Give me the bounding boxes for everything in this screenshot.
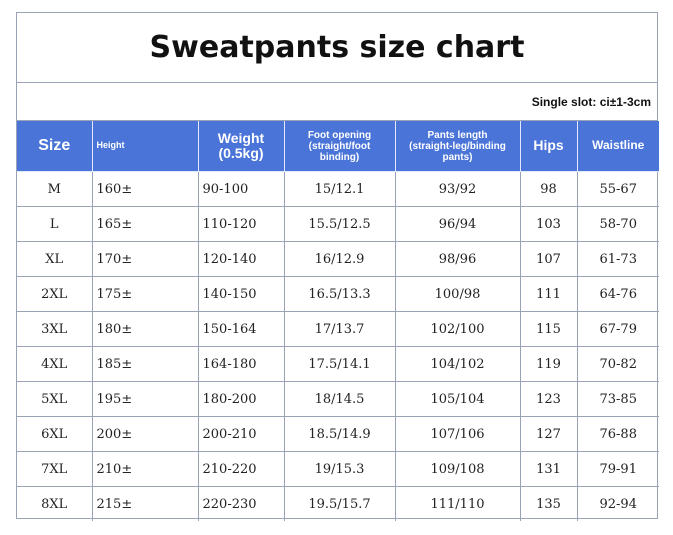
table-row: XL 170± 120-140 16/12.9 98/96 107 61-73: [17, 241, 659, 277]
table-row: L 165± 110-120 15.5/12.5 96/94 103 58-70: [17, 206, 659, 242]
table-row: 5XL 195± 180-200 18/14.5 105/104 123 73-85: [17, 381, 659, 417]
cell-pants-length: 105/104: [394, 381, 521, 417]
header-weight: Weight (0.5kg): [197, 121, 285, 172]
cell-waistline: 64-76: [576, 276, 659, 312]
cell-waistline: 92-94: [576, 486, 659, 521]
size-table: Size Height Weight (0.5kg) Foot opening …: [17, 121, 659, 521]
cell-height: 215±: [91, 486, 199, 521]
cell-foot-opening: 17.5/14.1: [283, 346, 396, 382]
tolerance-note: Single slot: ci±1-3cm: [17, 83, 657, 121]
cell-hips: 135: [519, 486, 578, 521]
chart-title: Sweatpants size chart: [17, 13, 657, 83]
cell-weight: 150-164: [197, 311, 285, 347]
cell-waistline: 79-91: [576, 451, 659, 487]
header-waistline: Waistline: [576, 121, 659, 172]
cell-size: 4XL: [17, 346, 93, 382]
table-row: 6XL 200± 200-210 18.5/14.9 107/106 127 76-88: [17, 416, 659, 452]
cell-foot-opening: 16.5/13.3: [283, 276, 396, 312]
cell-foot-opening: 19.5/15.7: [283, 486, 396, 521]
size-chart: Sweatpants size chart Single slot: ci±1-…: [16, 12, 659, 521]
cell-weight: 164-180: [197, 346, 285, 382]
table-row: 3XL 180± 150-164 17/13.7 102/100 115 67-79: [17, 311, 659, 347]
cell-waistline: 73-85: [576, 381, 659, 417]
cell-height: 185±: [91, 346, 199, 382]
header-pants-length: Pants length (straight-leg/binding pants…: [394, 121, 521, 172]
cell-pants-length: 98/96: [394, 241, 521, 277]
header-hips: Hips: [519, 121, 578, 172]
cell-hips: 98: [519, 171, 578, 207]
cell-weight: 110-120: [197, 206, 285, 242]
cell-weight: 220-230: [197, 486, 285, 521]
cell-foot-opening: 18/14.5: [283, 381, 396, 417]
cell-waistline: 58-70: [576, 206, 659, 242]
cell-weight: 140-150: [197, 276, 285, 312]
cell-size: 8XL: [17, 486, 93, 521]
table-row: M 160± 90-100 15/12.1 93/92 98 55-67: [17, 171, 659, 207]
cell-hips: 127: [519, 416, 578, 452]
cell-waistline: 61-73: [576, 241, 659, 277]
cell-foot-opening: 17/13.7: [283, 311, 396, 347]
table-row: 2XL 175± 140-150 16.5/13.3 100/98 111 64-76: [17, 276, 659, 312]
cell-waistline: 76-88: [576, 416, 659, 452]
cell-size: L: [17, 206, 93, 242]
table-row: 4XL 185± 164-180 17.5/14.1 104/102 119 70-82: [17, 346, 659, 382]
cell-pants-length: 96/94: [394, 206, 521, 242]
cell-pants-length: 109/108: [394, 451, 521, 487]
cell-hips: 115: [519, 311, 578, 347]
cell-pants-length: 100/98: [394, 276, 521, 312]
cell-size: M: [17, 171, 93, 207]
cell-height: 165±: [91, 206, 199, 242]
cell-waistline: 70-82: [576, 346, 659, 382]
cell-height: 180±: [91, 311, 199, 347]
cell-height: 170±: [91, 241, 199, 277]
cell-size: XL: [17, 241, 93, 277]
cell-size: 5XL: [17, 381, 93, 417]
cell-hips: 103: [519, 206, 578, 242]
cell-size: 7XL: [17, 451, 93, 487]
cell-weight: 120-140: [197, 241, 285, 277]
cell-pants-length: 93/92: [394, 171, 521, 207]
header-size: Size: [17, 121, 93, 172]
cell-pants-length: 104/102: [394, 346, 521, 382]
cell-hips: 119: [519, 346, 578, 382]
table-row: 7XL 210± 210-220 19/15.3 109/108 131 79-91: [17, 451, 659, 487]
cell-foot-opening: 15.5/12.5: [283, 206, 396, 242]
header-height: Height: [91, 121, 199, 172]
cell-hips: 131: [519, 451, 578, 487]
cell-size: 2XL: [17, 276, 93, 312]
cell-height: 210±: [91, 451, 199, 487]
cell-pants-length: 102/100: [394, 311, 521, 347]
cell-weight: 90-100: [197, 171, 285, 207]
cell-weight: 200-210: [197, 416, 285, 452]
cell-size: 6XL: [17, 416, 93, 452]
cell-height: 195±: [91, 381, 199, 417]
table-row: 8XL 215± 220-230 19.5/15.7 111/110 135 92-94: [17, 486, 659, 521]
cell-waistline: 67-79: [576, 311, 659, 347]
cell-weight: 210-220: [197, 451, 285, 487]
cell-height: 160±: [91, 171, 199, 207]
cell-pants-length: 111/110: [394, 486, 521, 521]
header-row: Size Height Weight (0.5kg) Foot opening …: [17, 121, 659, 172]
cell-hips: 123: [519, 381, 578, 417]
header-foot-opening: Foot opening (straight/foot binding): [283, 121, 396, 172]
cell-pants-length: 107/106: [394, 416, 521, 452]
table-body: M 160± 90-100 15/12.1 93/92 98 55-67 L 165± 110-1…: [17, 171, 659, 521]
cell-foot-opening: 18.5/14.9: [283, 416, 396, 452]
cell-hips: 111: [519, 276, 578, 312]
cell-foot-opening: 16/12.9: [283, 241, 396, 277]
cell-waistline: 55-67: [576, 171, 659, 207]
cell-height: 200±: [91, 416, 199, 452]
cell-height: 175±: [91, 276, 199, 312]
cell-weight: 180-200: [197, 381, 285, 417]
cell-hips: 107: [519, 241, 578, 277]
cell-foot-opening: 19/15.3: [283, 451, 396, 487]
cell-foot-opening: 15/12.1: [283, 171, 396, 207]
cell-size: 3XL: [17, 311, 93, 347]
